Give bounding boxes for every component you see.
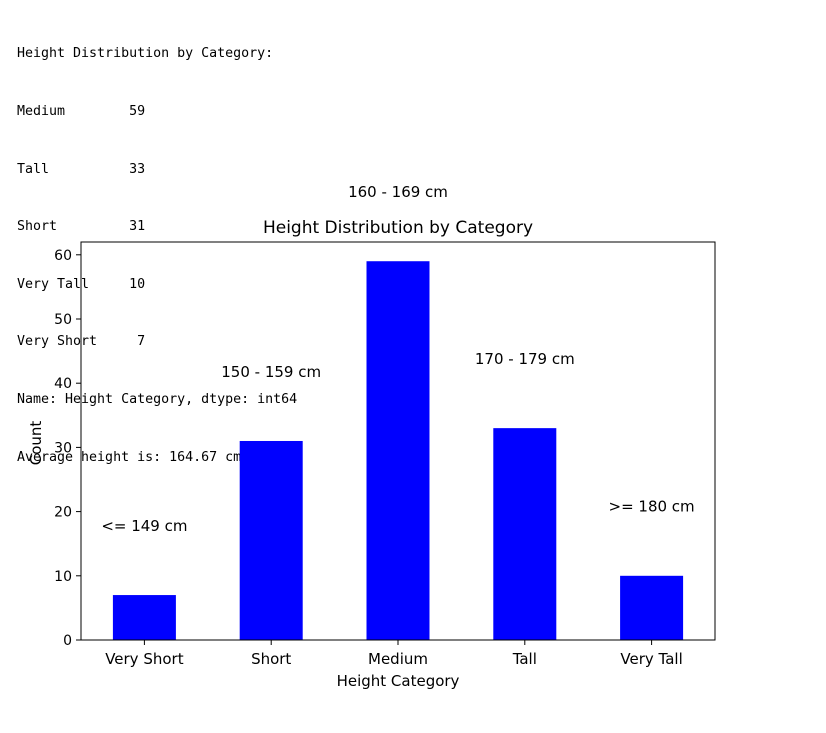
console-line: Average height is: 164.67 cm <box>17 449 242 465</box>
y-tick-label: 50 <box>54 312 72 328</box>
x-tick-label: Tall <box>512 650 537 668</box>
bar-very-short <box>112 595 176 640</box>
x-axis: Very Short Short Medium Tall Very Tall <box>105 640 683 668</box>
y-tick-label: 20 <box>54 505 72 521</box>
bars-group <box>112 261 684 640</box>
annotations-group: <= 149 cm 150 - 159 cm 160 - 169 cm 170 - 1… <box>101 183 694 535</box>
console-line: Short 31 <box>17 219 146 235</box>
x-tick-label: Short <box>251 650 291 668</box>
y-axis: 0 10 20 30 40 50 60 <box>54 248 81 649</box>
range-annotation: 170 - 179 cm <box>475 350 575 368</box>
bar-very-tall <box>620 575 684 640</box>
bar-medium <box>366 261 430 640</box>
bar-tall <box>493 428 557 640</box>
console-line: Very Tall 10 <box>17 276 146 292</box>
y-tick-label: 0 <box>63 633 72 649</box>
y-tick-label: 30 <box>54 440 72 456</box>
bar-chart: Height Distribution by Category Height C… <box>27 183 716 690</box>
console-line: Medium 59 <box>17 104 146 119</box>
console-line: Name: Height Category, dtype: int64 <box>17 391 298 407</box>
console-line: Very Short 7 <box>17 334 146 350</box>
x-axis-label: Height Category <box>337 672 460 690</box>
y-axis-label: Count <box>27 421 45 466</box>
y-tick-label: 60 <box>54 248 72 264</box>
console-output: Height Distribution by Category: Medium … <box>17 6 297 486</box>
bar-short <box>239 440 303 640</box>
chart-title: Height Distribution by Category <box>263 218 533 238</box>
range-annotation: 160 - 169 cm <box>348 183 448 201</box>
x-tick-label: Very Tall <box>620 650 682 668</box>
range-annotation: >= 180 cm <box>609 498 695 516</box>
plot-frame <box>80 241 716 641</box>
range-annotation: <= 149 cm <box>101 517 187 535</box>
y-tick-label: 10 <box>54 569 72 585</box>
x-tick-label: Very Short <box>105 650 184 668</box>
range-annotation: 150 - 159 cm <box>221 363 321 381</box>
y-tick-label: 40 <box>54 376 72 392</box>
console-line: Tall 33 <box>17 161 146 177</box>
console-line: Height Distribution by Category: <box>17 46 274 62</box>
x-tick-label: Medium <box>368 650 428 668</box>
